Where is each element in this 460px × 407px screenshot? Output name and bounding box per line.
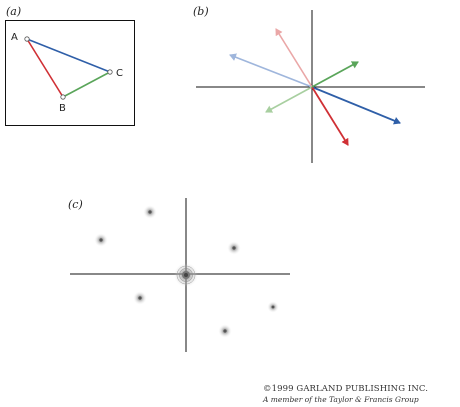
- vector-ab: [312, 87, 348, 145]
- vertex-c-point: [108, 70, 112, 74]
- edge-bc: [63, 72, 110, 97]
- panel-c: [70, 198, 290, 352]
- publisher-line: A member of the Taylor & Francis Group: [263, 395, 419, 404]
- panel-a: [6, 21, 135, 126]
- peak: [134, 292, 147, 305]
- vector-ba-faint: [276, 29, 312, 87]
- vector-bc: [312, 62, 358, 87]
- panel-b: [196, 10, 425, 163]
- edge-ab: [27, 39, 63, 97]
- peak: [228, 242, 241, 255]
- peak: [95, 234, 108, 247]
- panel-a-frame: [6, 21, 135, 126]
- peak: [219, 325, 232, 338]
- peak: [268, 302, 279, 313]
- copyright-line: ©1999 GARLAND PUBLISHING INC.: [263, 384, 428, 394]
- vertex-b-point: [61, 95, 65, 99]
- vector-ca-faint: [230, 55, 312, 87]
- peak: [144, 206, 157, 219]
- vertex-a-point: [25, 37, 29, 41]
- edge-ac: [27, 39, 110, 72]
- origin-peak: [174, 263, 198, 287]
- vector-ac: [312, 87, 400, 123]
- vector-cb-faint: [266, 87, 312, 112]
